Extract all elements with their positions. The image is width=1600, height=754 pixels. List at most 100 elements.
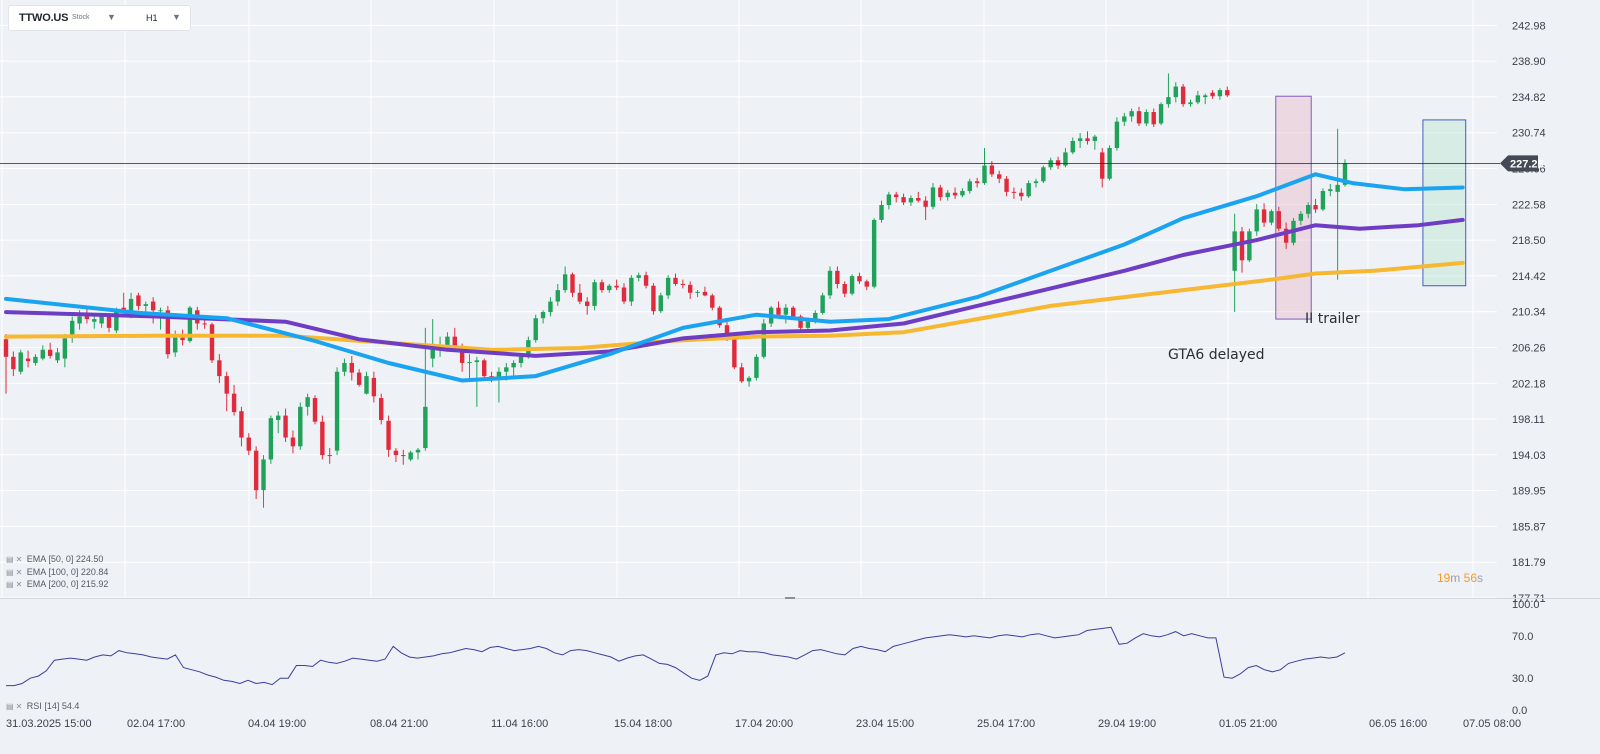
candle-body[interactable]: [997, 174, 1002, 179]
candle-body[interactable]: [143, 304, 148, 306]
candle-body[interactable]: [62, 338, 68, 359]
candle-body[interactable]: [1335, 184, 1340, 192]
rsi-line[interactable]: [6, 626, 1346, 687]
candle-body[interactable]: [1055, 160, 1061, 166]
candle-body[interactable]: [1328, 189, 1333, 191]
candle-body[interactable]: [1173, 86, 1178, 98]
candle-body[interactable]: [665, 277, 671, 296]
candle-body[interactable]: [1306, 205, 1311, 214]
candle-body[interactable]: [114, 310, 119, 331]
candle-body[interactable]: [555, 290, 560, 302]
candle-body[interactable]: [408, 452, 413, 460]
candle-body[interactable]: [283, 415, 288, 438]
candle-body[interactable]: [1077, 138, 1083, 141]
candle-body[interactable]: [776, 307, 781, 315]
candle-body[interactable]: [1313, 205, 1318, 210]
candle-body[interactable]: [849, 276, 855, 294]
candle-body[interactable]: [739, 367, 744, 382]
candle-body[interactable]: [1070, 140, 1075, 153]
candle-body[interactable]: [92, 319, 97, 322]
candle-body[interactable]: [150, 301, 156, 311]
indicator-settings-icon[interactable]: ▤: [6, 702, 14, 711]
candle-body[interactable]: [1114, 121, 1120, 148]
candle-body[interactable]: [1269, 211, 1274, 223]
candle-body[interactable]: [77, 316, 82, 324]
candle-body[interactable]: [239, 411, 244, 438]
candle-body[interactable]: [371, 377, 377, 397]
candle-body[interactable]: [1217, 90, 1223, 97]
candle-body[interactable]: [761, 323, 766, 357]
candle-body[interactable]: [496, 371, 502, 378]
candle-body[interactable]: [974, 181, 980, 184]
candle-body[interactable]: [482, 360, 487, 377]
candle-body[interactable]: [55, 352, 60, 361]
remove-indicator-icon[interactable]: ✕: [15, 702, 23, 711]
candle-body[interactable]: [548, 301, 553, 313]
candle-body[interactable]: [415, 449, 421, 453]
candle-body[interactable]: [511, 362, 516, 368]
candle-body[interactable]: [916, 198, 921, 201]
candle-body[interactable]: [930, 187, 936, 207]
candle-body[interactable]: [231, 393, 237, 413]
candle-body[interactable]: [570, 274, 575, 293]
candle-body[interactable]: [1041, 167, 1046, 182]
candle-body[interactable]: [1004, 178, 1009, 192]
timeframe-dropdown-icon[interactable]: ▼: [172, 12, 181, 22]
candle-body[interactable]: [173, 335, 178, 353]
candle-body[interactable]: [3, 339, 9, 357]
candle-body[interactable]: [452, 336, 457, 348]
candle-body[interactable]: [379, 398, 384, 420]
candle-body[interactable]: [106, 316, 112, 328]
candle-body[interactable]: [1254, 209, 1259, 232]
candle-body[interactable]: [901, 197, 906, 203]
candle-body[interactable]: [1063, 152, 1068, 166]
candle-body[interactable]: [989, 165, 995, 175]
candle-body[interactable]: [754, 356, 759, 378]
candle-body[interactable]: [11, 356, 16, 370]
candle-body[interactable]: [746, 377, 752, 382]
candle-body[interactable]: [636, 275, 641, 278]
candle-body[interactable]: [908, 198, 914, 203]
candle-body[interactable]: [342, 362, 347, 372]
candle-body[interactable]: [732, 336, 737, 368]
candle-body[interactable]: [386, 420, 391, 450]
candle-body[interactable]: [783, 307, 789, 315]
candle-body[interactable]: [1342, 163, 1348, 185]
candle-body[interactable]: [592, 282, 597, 306]
candle-body[interactable]: [1203, 95, 1208, 98]
candle-body[interactable]: [1158, 104, 1164, 124]
candle-body[interactable]: [40, 349, 45, 359]
candle-body[interactable]: [47, 349, 53, 356]
candle-body[interactable]: [128, 298, 134, 313]
candle-body[interactable]: [320, 421, 325, 456]
candle-body[interactable]: [334, 371, 340, 451]
candle-body[interactable]: [1011, 191, 1017, 193]
candle-body[interactable]: [1180, 86, 1186, 105]
legend-rsi[interactable]: ▤ ✕ RSI [14] 54.4: [6, 701, 79, 711]
candle-body[interactable]: [879, 205, 884, 220]
candle-body[interactable]: [158, 310, 163, 312]
candle-body[interactable]: [533, 318, 538, 341]
candle-body[interactable]: [857, 276, 862, 282]
candle-body[interactable]: [1166, 97, 1171, 105]
candle-body[interactable]: [290, 437, 296, 447]
candle-body[interactable]: [467, 362, 472, 364]
candle-body[interactable]: [33, 356, 38, 363]
symbol-name[interactable]: TTWO.US: [19, 12, 69, 24]
candle-body[interactable]: [607, 285, 612, 291]
legend-ema-200[interactable]: ▤ ✕ EMA [200, 0] 215.92: [6, 579, 108, 589]
candle-body[interactable]: [253, 450, 259, 491]
candle-body[interactable]: [540, 312, 546, 319]
candle-body[interactable]: [136, 295, 141, 306]
candle-body[interactable]: [327, 455, 332, 457]
candle-body[interactable]: [268, 418, 274, 460]
candle-body[interactable]: [798, 316, 803, 328]
candle-body[interactable]: [1026, 183, 1031, 197]
candle-body[interactable]: [305, 397, 310, 407]
candle-body[interactable]: [842, 283, 847, 294]
ema-100-line[interactable]: [4, 217, 1465, 358]
candle-body[interactable]: [459, 347, 465, 363]
remove-indicator-icon[interactable]: ✕: [15, 568, 23, 577]
candle-body[interactable]: [945, 192, 950, 198]
